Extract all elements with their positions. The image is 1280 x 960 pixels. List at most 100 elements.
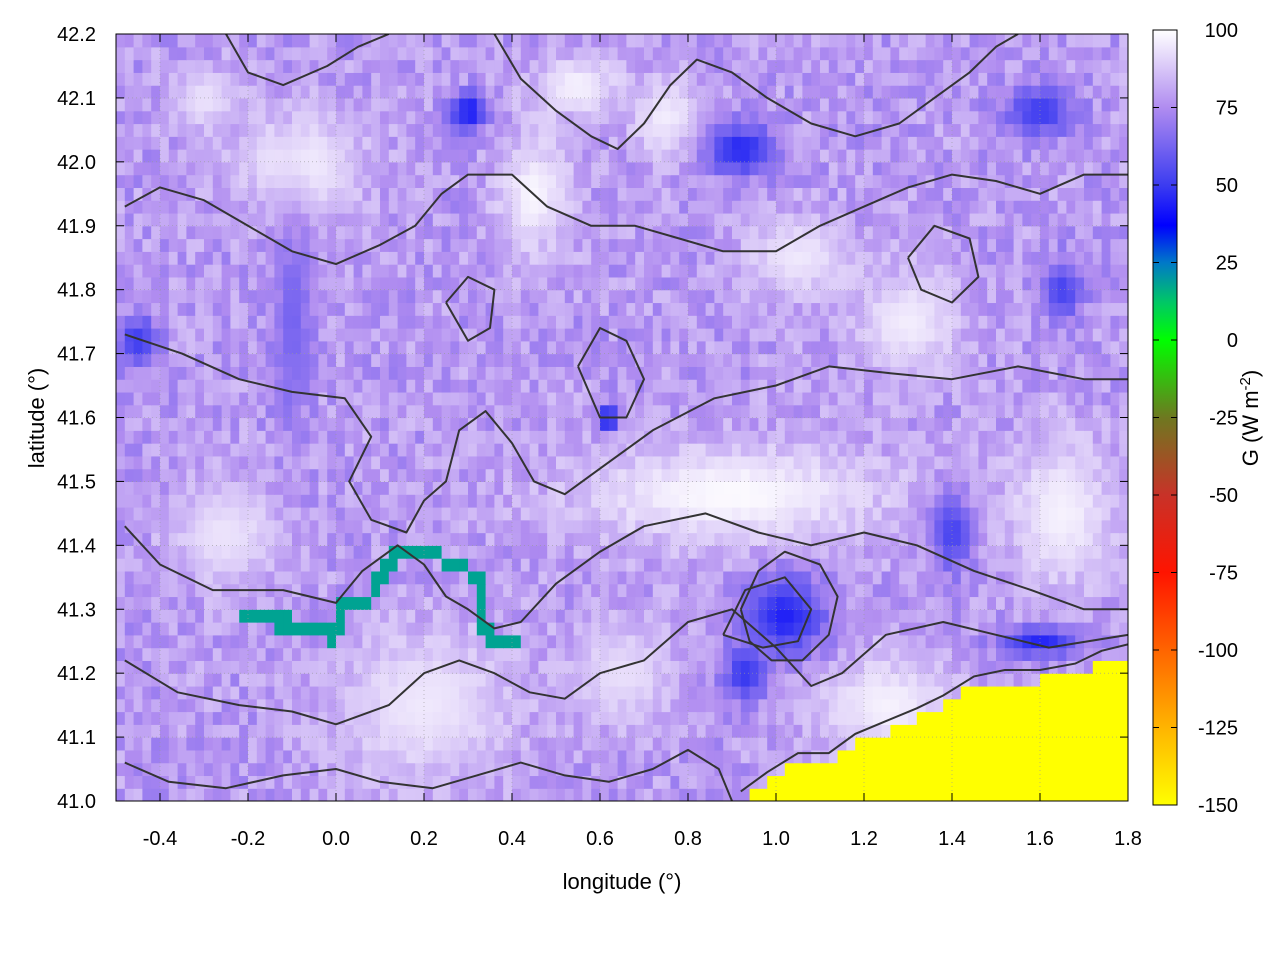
heatmap-cell (476, 264, 487, 278)
heatmap-cell (424, 481, 434, 495)
heatmap-cell (292, 583, 302, 598)
heatmap-cell (353, 417, 363, 431)
heatmap-cell (265, 622, 275, 636)
heatmap-cell (318, 430, 328, 444)
heatmap-cell (538, 391, 548, 406)
heatmap-cell (424, 455, 434, 470)
heatmap-cell (996, 302, 1006, 316)
heatmap-cell (969, 315, 979, 329)
heatmap-cell (793, 762, 803, 777)
heatmap-cell (168, 494, 179, 508)
heatmap-cell (556, 762, 566, 777)
heatmap-cell (978, 302, 988, 316)
heatmap-cell (520, 391, 531, 406)
heatmap-cell (124, 609, 135, 623)
heatmap-cell (679, 264, 689, 278)
heatmap-cell (397, 583, 407, 598)
heatmap-cell (204, 455, 214, 470)
heatmap-cell (503, 340, 513, 355)
heatmap-cell (969, 698, 979, 713)
heatmap-cell (644, 647, 654, 661)
heatmap-cell (705, 545, 715, 559)
heatmap-cell (353, 238, 363, 252)
heatmap-cell (556, 391, 566, 406)
heatmap-cell (635, 609, 645, 623)
heatmap-cell (432, 506, 443, 521)
heatmap-cell (855, 685, 865, 700)
heatmap-cell (960, 391, 971, 406)
heatmap-cell (952, 724, 962, 738)
heatmap-cell (256, 430, 267, 444)
heatmap-cell (802, 647, 812, 661)
heatmap-cell (265, 366, 275, 380)
heatmap-cell (1119, 379, 1128, 393)
heatmap-cell (274, 532, 284, 546)
heatmap-cell (846, 468, 856, 483)
heatmap-cell (1092, 379, 1103, 393)
heatmap-cell (318, 609, 328, 623)
heatmap-cell (679, 340, 689, 355)
heatmap-cell (626, 647, 636, 661)
heatmap-cell (283, 379, 293, 393)
heatmap-cell (802, 673, 812, 687)
heatmap-cell (881, 519, 891, 534)
heatmap-cell (1048, 430, 1059, 444)
heatmap-cell (749, 315, 759, 329)
heatmap-cell (582, 340, 592, 355)
heatmap-cell (556, 289, 566, 304)
heatmap-cell (714, 724, 724, 738)
heatmap-cell (960, 340, 971, 355)
heatmap-cell (397, 391, 407, 406)
heatmap-cell (538, 519, 548, 534)
heatmap-cell (494, 302, 504, 316)
heatmap-cell (811, 251, 821, 265)
heatmap-cell (837, 276, 847, 291)
heatmap-cell (846, 596, 856, 610)
heatmap-cell (503, 647, 513, 661)
heatmap-cell (397, 494, 407, 508)
heatmap-cell (318, 379, 328, 393)
heatmap-cell (432, 391, 443, 406)
heatmap-cell (661, 660, 671, 674)
heatmap-cell (908, 468, 918, 483)
heatmap-cell (371, 762, 381, 777)
heatmap-cell (177, 340, 187, 355)
heatmap-cell (943, 532, 953, 546)
heatmap-cell (1057, 264, 1067, 278)
heatmap-cell (529, 532, 539, 546)
heatmap-cell (978, 315, 988, 329)
heatmap-cell (740, 276, 751, 291)
heatmap-cell (591, 609, 601, 623)
heatmap-cell (204, 430, 214, 444)
heatmap-cell (353, 443, 363, 457)
heatmap-cell (415, 468, 425, 483)
heatmap-cell (890, 430, 900, 444)
heatmap-cell (195, 494, 205, 508)
heatmap-cell (811, 596, 821, 610)
heatmap-cell (749, 443, 759, 457)
heatmap-cell (908, 685, 918, 700)
heatmap-cell (380, 264, 390, 278)
heatmap-cell (195, 506, 205, 521)
heatmap-cell (142, 775, 152, 789)
heatmap-cell (820, 379, 830, 393)
heatmap-cell (564, 609, 575, 623)
heatmap-cell (626, 506, 636, 521)
heatmap-cell (177, 264, 187, 278)
heatmap-cell (494, 328, 504, 342)
heatmap-cell (406, 609, 416, 623)
heatmap-cell (424, 379, 434, 393)
heatmap-cell (151, 583, 161, 598)
heatmap-cell (899, 353, 909, 367)
heatmap-cell (441, 660, 451, 674)
heatmap-cell (820, 775, 830, 789)
heatmap-cell (476, 519, 487, 534)
heatmap-cell (318, 698, 328, 713)
heatmap-cell (652, 596, 663, 610)
heatmap-cell (459, 545, 469, 559)
heatmap-cell (239, 366, 249, 380)
heatmap-cell (1048, 724, 1059, 738)
heatmap-cell (538, 583, 548, 598)
heatmap-cell (688, 673, 698, 687)
heatmap-cell (388, 558, 399, 572)
